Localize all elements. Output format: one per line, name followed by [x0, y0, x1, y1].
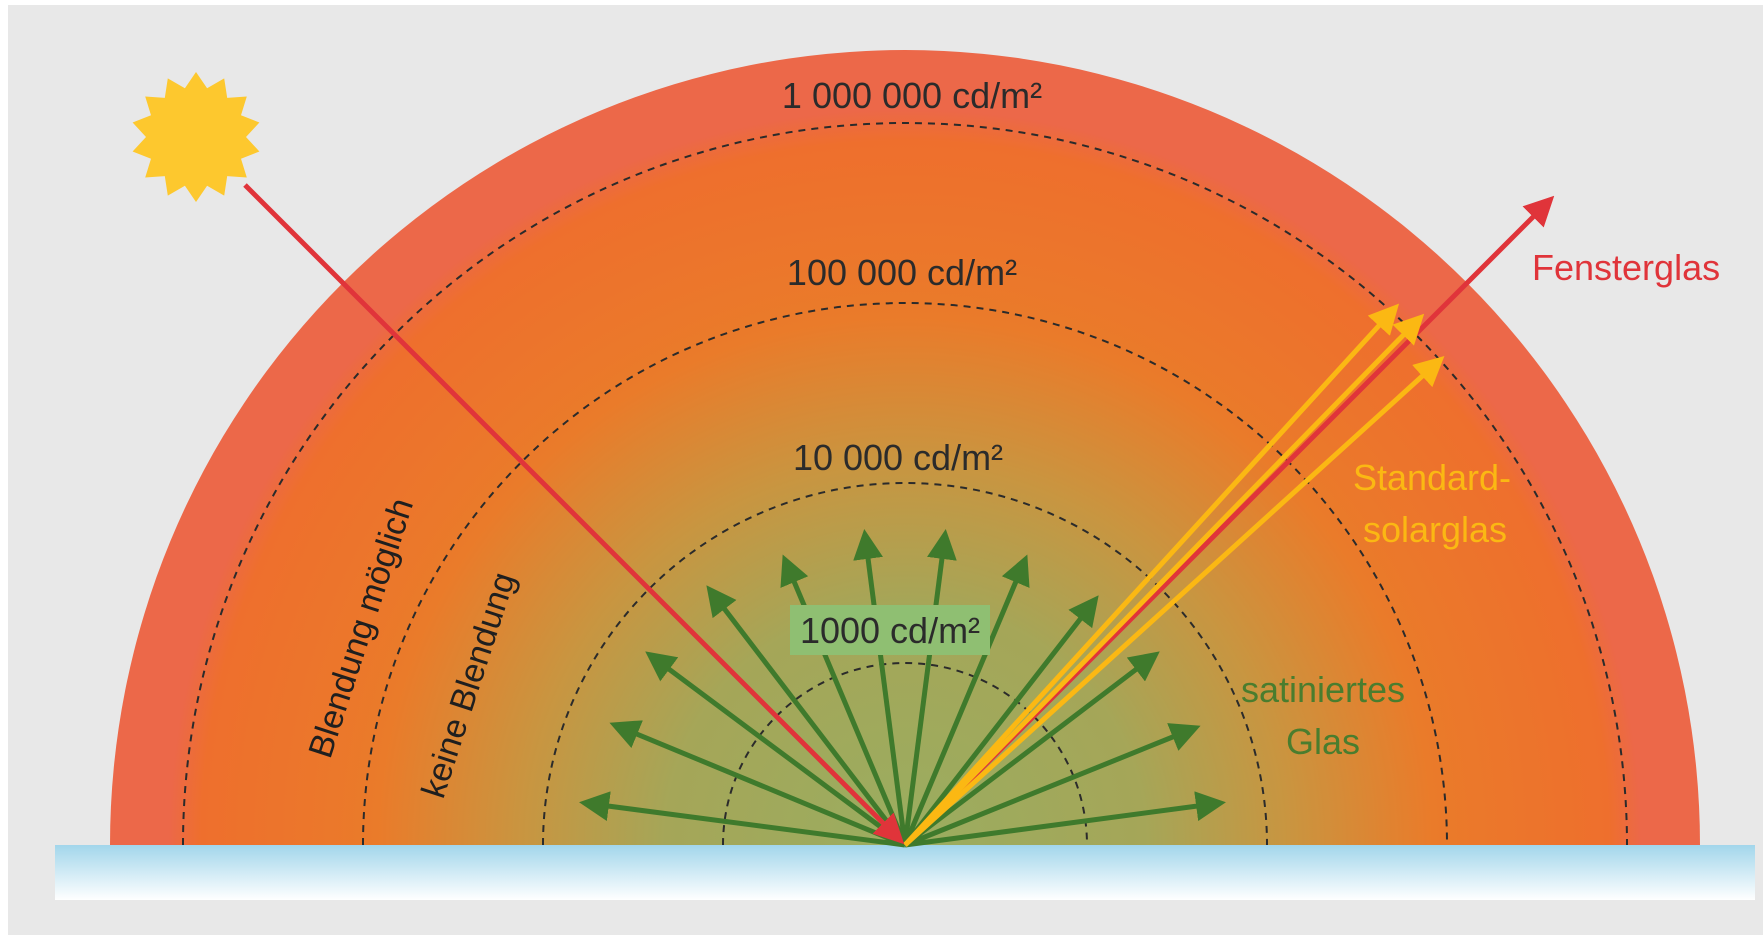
luminance-label-10000: 10 000 cd/m² — [793, 437, 1003, 478]
boundary-100000 — [362, 302, 1448, 846]
diffuse-ray — [853, 529, 908, 846]
label-standard-solar-glass-1: Standard- — [1353, 457, 1511, 498]
solar-glass-rays — [903, 303, 1445, 847]
diffuse-ray — [903, 595, 1099, 847]
diffuse-ray — [902, 529, 957, 846]
boundary-1000 — [722, 662, 1088, 846]
diffuse-ray — [903, 651, 1160, 847]
luminance-label-1000000: 1 000 000 cd/m² — [782, 75, 1042, 116]
diffuse-ray — [706, 585, 907, 847]
label-satin-glass-1: satiniertes — [1241, 669, 1405, 710]
label-window-glass: Fensterglas — [1532, 247, 1720, 288]
boundary-1000000 — [182, 122, 1628, 846]
label-standard-solar-glass-2: solarglas — [1363, 509, 1507, 550]
incident-sun-ray — [243, 183, 905, 845]
diffuse-ray — [609, 720, 906, 848]
label-satin-glass-2: Glas — [1286, 721, 1360, 762]
diffuse-ray — [645, 651, 907, 848]
diffuse-ray — [579, 791, 906, 848]
sun-icon — [132, 72, 260, 202]
diffuse-ray — [902, 554, 1030, 846]
solar-glass-ray — [903, 355, 1445, 847]
luminance-label-box-1000 — [790, 605, 990, 655]
solar-glass-ray — [903, 313, 1425, 847]
luminance-boundaries — [182, 122, 1628, 846]
diffuse-ray — [904, 723, 1201, 848]
luminance-dome — [110, 50, 1700, 845]
luminance-label-100000: 100 000 cd/m² — [787, 252, 1017, 293]
glass-surface — [55, 845, 1755, 900]
diffuse-ray — [904, 791, 1226, 848]
luminance-label-1000: 1000 cd/m² — [800, 610, 980, 651]
solar-glass-ray — [903, 303, 1400, 847]
